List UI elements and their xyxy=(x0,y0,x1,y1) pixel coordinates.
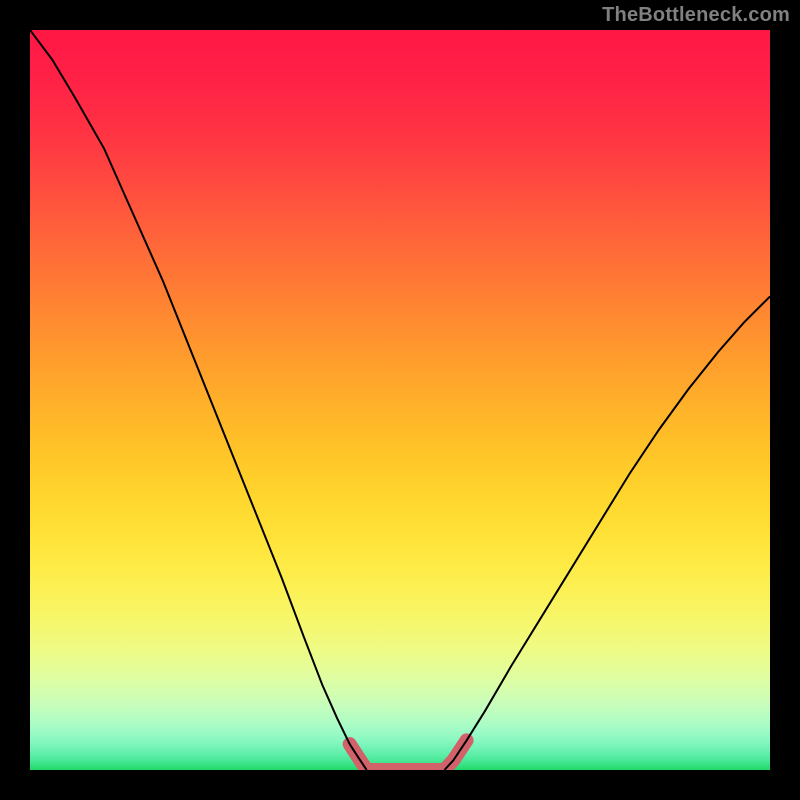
bottleneck-curve-chart xyxy=(30,30,770,770)
plot-area xyxy=(30,30,770,770)
chart-frame: TheBottleneck.com xyxy=(0,0,800,800)
gradient-background xyxy=(30,30,770,770)
watermark-text: TheBottleneck.com xyxy=(602,4,790,27)
